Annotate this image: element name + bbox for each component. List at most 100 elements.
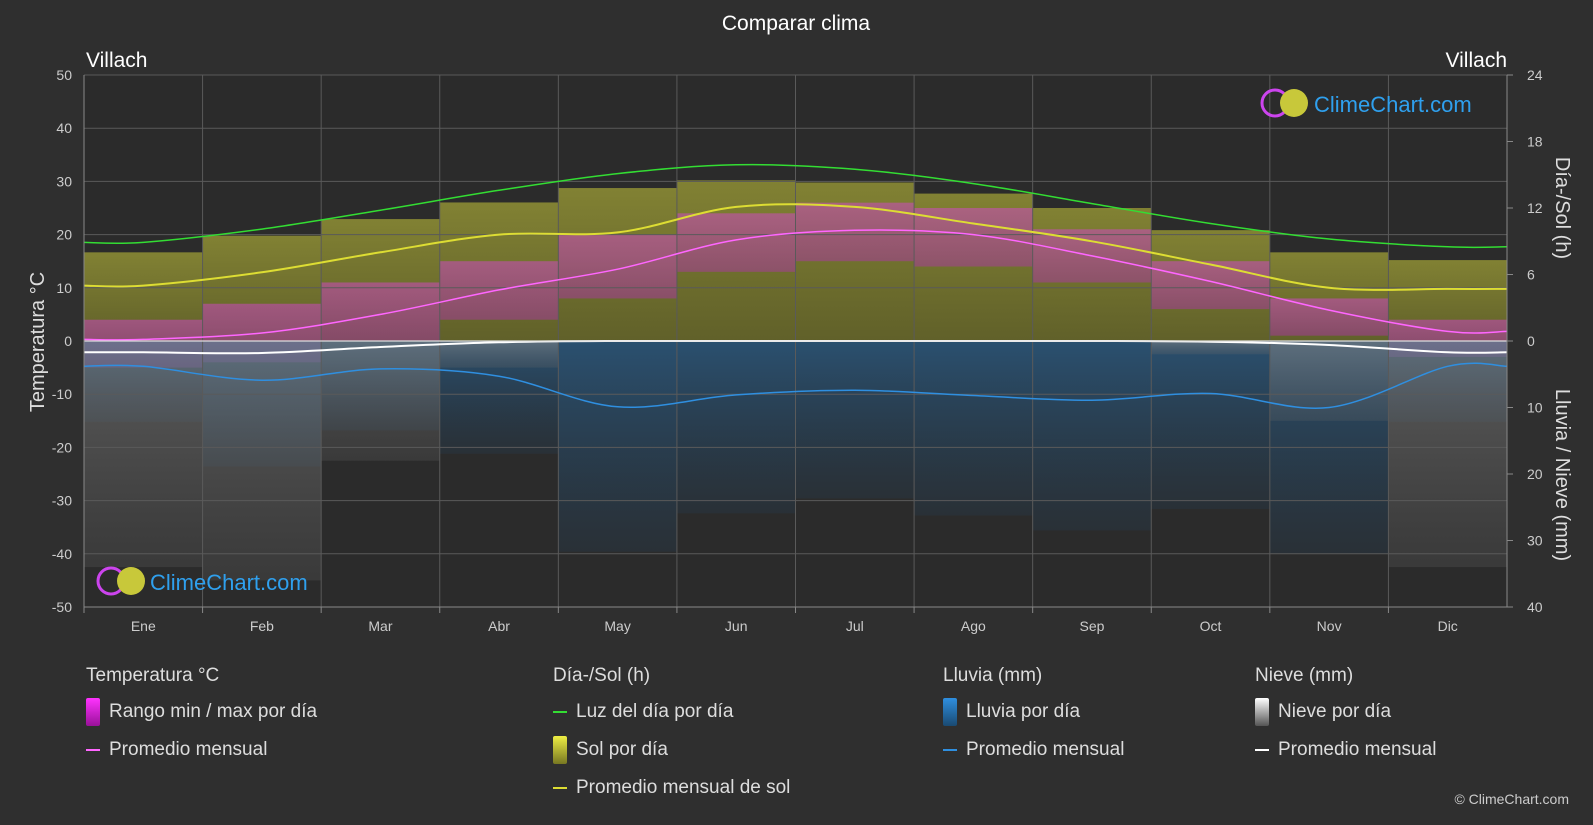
- month-tick-label: Nov: [1317, 618, 1342, 634]
- month-tick-label: Jul: [846, 618, 864, 634]
- legend-label: Lluvia por día: [966, 701, 1081, 722]
- swatch-temp-range: [86, 698, 100, 726]
- legend-group-rain: Lluvia (mm) Lluvia por día Promedio mens…: [943, 665, 1124, 769]
- left-tick-label: 40: [56, 120, 72, 136]
- left-tick-label: 0: [64, 333, 72, 349]
- legend-group-snow: Nieve (mm) Nieve por día Promedio mensua…: [1255, 665, 1436, 769]
- legend-item: Promedio mensual: [86, 731, 317, 769]
- chart-title: Comparar clima: [722, 12, 871, 35]
- left-tick-label: 20: [56, 227, 72, 243]
- snow-daily-bar: [1388, 341, 1507, 568]
- climate-chart: Comparar clima Villach Villach 50 40 30 20 1…: [27, 12, 1573, 634]
- brand-logo-bottom: ClimeChart.com: [96, 566, 308, 596]
- legend-label: Promedio mensual: [966, 739, 1125, 760]
- left-tick-label: -40: [52, 546, 72, 562]
- snow-daily-bar: [439, 341, 559, 368]
- legend: Temperatura °C Rango min / max por día P…: [0, 665, 1593, 815]
- right-tick-label-hours: 6: [1527, 267, 1535, 283]
- rain-daily-bar: [795, 341, 915, 499]
- legend-title: Día-/Sol (h): [553, 665, 651, 686]
- right-tick-label-mm: 30: [1527, 533, 1543, 549]
- rain-daily-bar: [558, 341, 677, 552]
- snow-daily-bar: [84, 341, 203, 568]
- snow-daily-bar: [321, 341, 440, 461]
- right-tick-label-hours: 0: [1527, 333, 1535, 349]
- right-tick-label-hours: 12: [1527, 200, 1543, 216]
- left-tick-label: -10: [52, 386, 72, 402]
- city-right: Villach: [1446, 49, 1507, 72]
- swatch-snow-avg: [1255, 749, 1269, 751]
- logo-sun-icon: [117, 567, 145, 595]
- left-tick-label: -50: [52, 599, 72, 615]
- left-tick-label: 50: [56, 67, 72, 83]
- legend-label: Rango min / max por día: [109, 701, 318, 722]
- right-axis-title-top: Día-/Sol (h): [1551, 157, 1573, 259]
- city-left: Villach: [86, 49, 147, 72]
- legend-item: Promedio mensual: [943, 731, 1124, 769]
- rain-avg-line: [83, 362, 1508, 409]
- legend-title: Lluvia (mm): [943, 665, 1043, 686]
- swatch-sun-avg: [553, 787, 567, 789]
- legend-group-sun: Día-/Sol (h) Luz del día por día Sol por…: [553, 665, 790, 807]
- legend-item: Luz del día por día: [553, 693, 790, 731]
- month-tick-label: Dic: [1438, 618, 1458, 634]
- legend-item: Nieve por día: [1255, 693, 1436, 731]
- legend-title: Nieve (mm): [1255, 665, 1354, 686]
- legend-label: Luz del día por día: [576, 701, 734, 722]
- daylight-line: [83, 163, 1508, 249]
- right-tick-label-mm: 10: [1527, 400, 1543, 416]
- swatch-rain-avg: [943, 749, 957, 751]
- copyright: © ClimeChart.com: [1454, 791, 1569, 807]
- swatch-temp-avg: [86, 749, 100, 751]
- brand-text-bottom: ClimeChart.com: [150, 570, 308, 595]
- month-tick-label: Ago: [961, 618, 986, 634]
- right-tick-label-mm: 20: [1527, 466, 1543, 482]
- rain-daily-bar: [676, 341, 796, 514]
- left-tick-label: -20: [52, 439, 72, 455]
- logo-sun-icon: [1280, 89, 1308, 117]
- brand-logo-top: ClimeChart.com: [1260, 88, 1472, 118]
- month-tick-label: Jun: [725, 618, 748, 634]
- swatch-daylight: [553, 711, 567, 713]
- month-tick-label: Sep: [1079, 618, 1104, 634]
- rain-daily-bar: [1151, 341, 1270, 510]
- right-axis-title-bottom: Lluvia / Nieve (mm): [1551, 389, 1573, 561]
- snow-daily-bar: [1269, 341, 1389, 421]
- right-tick-label-mm: 40: [1527, 599, 1543, 615]
- left-tick-label: 10: [56, 280, 72, 296]
- legend-label: Promedio mensual de sol: [576, 777, 791, 798]
- temp-avg-line: [83, 229, 1508, 341]
- axes: 50 40 30 20 10 0 -10 -20 -30 -40 -50 24 18 12 6 0 10 20 30…: [52, 67, 1543, 634]
- series-lines: [83, 163, 1508, 409]
- right-tick-label-hours: 18: [1527, 134, 1543, 150]
- month-tick-label: Feb: [250, 618, 274, 634]
- legend-item: Lluvia por día: [943, 693, 1124, 731]
- month-tick-label: Ene: [131, 618, 156, 634]
- legend-label: Sol por día: [576, 739, 668, 760]
- swatch-rain-daily: [943, 698, 957, 726]
- month-tick-label: Mar: [368, 618, 392, 634]
- month-tick-label: Oct: [1200, 618, 1222, 634]
- temp-range-bar: [321, 282, 440, 341]
- legend-item: Promedio mensual de sol: [553, 769, 790, 807]
- legend-group-temperature: Temperatura °C Rango min / max por día P…: [86, 665, 317, 769]
- month-tick-label: May: [604, 618, 630, 634]
- swatch-sun-daily: [553, 736, 567, 764]
- right-tick-label-hours: 24: [1527, 67, 1543, 83]
- brand-text-top: ClimeChart.com: [1314, 92, 1472, 117]
- temp-range-bar: [1269, 298, 1389, 336]
- legend-title: Temperatura °C: [86, 665, 220, 686]
- swatch-snow-daily: [1255, 698, 1269, 726]
- legend-item: Promedio mensual: [1255, 731, 1436, 769]
- legend-label: Nieve por día: [1278, 701, 1392, 722]
- temp-range-bar: [676, 213, 796, 272]
- rain-daily-bar: [914, 341, 1033, 516]
- temp-range-bar: [558, 234, 677, 299]
- month-tick-label: Abr: [488, 618, 510, 634]
- left-axis-title: Temperatura °C: [27, 272, 49, 412]
- legend-label: Promedio mensual: [109, 739, 268, 760]
- legend-item: Rango min / max por día: [86, 693, 317, 731]
- snow-daily-bar: [1151, 341, 1270, 355]
- sun-avg-line: [83, 203, 1508, 291]
